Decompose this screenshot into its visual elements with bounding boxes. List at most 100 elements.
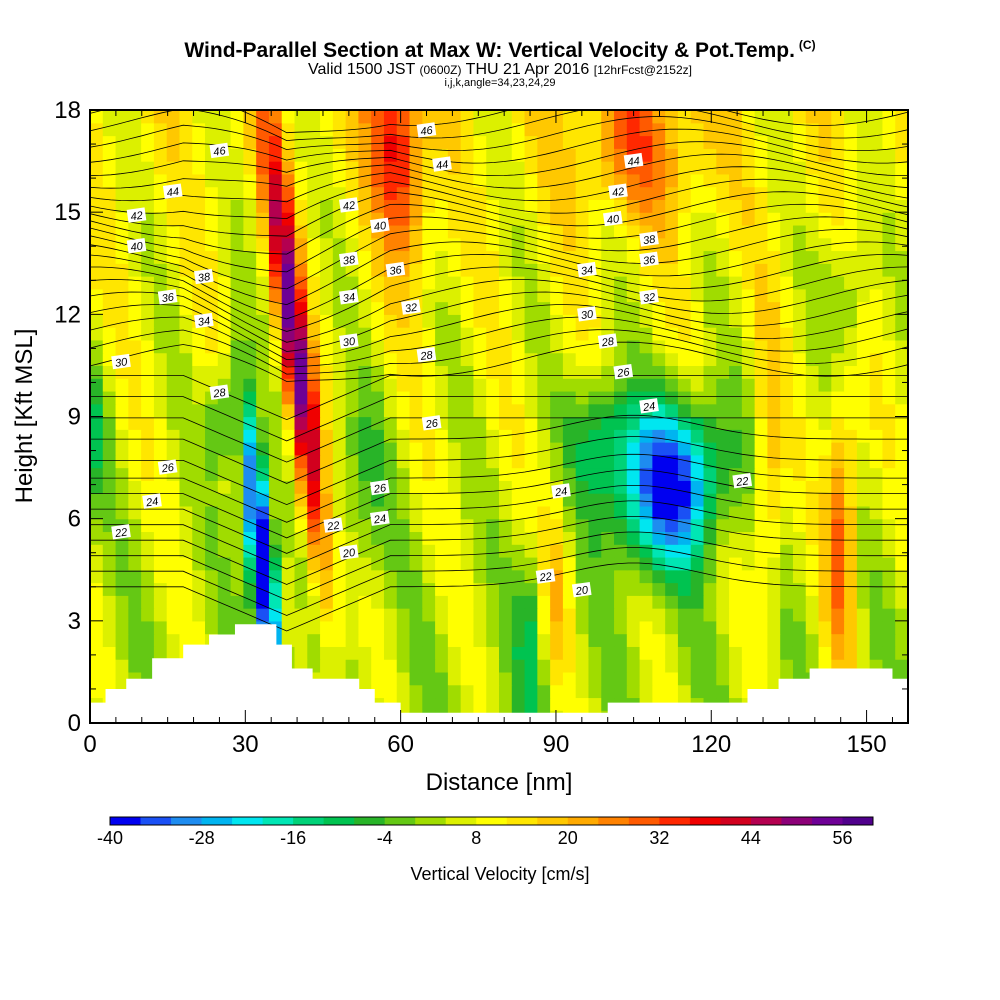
w-cell: [626, 454, 641, 469]
w-cell: [562, 339, 577, 354]
w-cell: [179, 416, 193, 430]
w-cell: [345, 608, 360, 622]
theta-label: 46: [416, 122, 437, 138]
w-cell: [677, 518, 692, 533]
w-cell: [869, 122, 884, 137]
w-cell: [396, 148, 411, 162]
w-cell: [856, 237, 871, 252]
w-cell: [141, 429, 155, 443]
w-cell: [741, 327, 756, 341]
w-cell: [562, 161, 577, 175]
w-cell: [895, 110, 908, 124]
w-cell: [90, 416, 104, 430]
w-cell: [230, 161, 244, 175]
w-cell: [90, 161, 104, 175]
w-cell: [102, 327, 117, 341]
w-cell: [320, 480, 334, 494]
w-cell: [447, 122, 462, 137]
w-cell: [524, 212, 538, 226]
w-cell: [780, 224, 794, 239]
w-cell: [652, 135, 666, 149]
w-cell: [499, 365, 513, 379]
w-cell: [332, 276, 347, 290]
theta-label-box: [432, 156, 452, 172]
w-cell: [511, 327, 526, 341]
w-cell: [856, 301, 871, 315]
w-cell: [371, 161, 385, 175]
w-cell: [856, 480, 871, 494]
w-cell: [524, 365, 538, 379]
w-cell: [281, 263, 296, 277]
w-cell: [307, 390, 321, 405]
w-cell: [792, 505, 807, 520]
w-cell: [537, 531, 551, 545]
w-cell: [383, 390, 398, 405]
w-cell: [780, 646, 794, 660]
w-cell: [856, 122, 871, 137]
subtitle-utc: (0600Z): [419, 63, 462, 77]
w-cell: [115, 237, 129, 252]
w-cell: [767, 288, 781, 303]
w-cell: [230, 276, 244, 290]
w-cell: [716, 608, 730, 622]
w-cell: [460, 250, 475, 264]
w-cell: [805, 148, 820, 162]
theta-label-text: 24: [144, 496, 159, 510]
w-cell: [895, 403, 908, 418]
w-cell: [703, 467, 717, 481]
w-cell: [729, 110, 743, 124]
w-cell: [511, 659, 526, 673]
w-cell: [639, 544, 653, 558]
theta-label: 34: [194, 312, 214, 329]
w-cell: [537, 544, 551, 558]
w-cell: [256, 224, 270, 239]
w-cell: [435, 199, 449, 213]
w-cell: [141, 339, 155, 354]
w-cell: [575, 671, 590, 686]
w-cell: [524, 263, 538, 277]
w-cell: [268, 352, 283, 367]
w-cell: [690, 416, 705, 430]
w-cell: [754, 339, 769, 354]
w-cell: [435, 263, 449, 277]
w-cell: [422, 493, 436, 507]
w-cell: [511, 518, 526, 533]
w-cell: [320, 429, 334, 443]
colorbar-swatch: [354, 817, 386, 825]
w-cell: [128, 365, 142, 379]
w-cell: [90, 276, 104, 290]
w-cell: [205, 339, 219, 354]
theta-isoline: [90, 279, 908, 343]
w-cell: [754, 212, 769, 226]
w-cell: [677, 212, 692, 226]
w-cell: [345, 212, 360, 226]
w-cell: [268, 250, 283, 264]
w-cell: [665, 212, 679, 226]
w-cell: [690, 480, 705, 494]
w-cell: [383, 620, 398, 635]
w-cell: [882, 646, 896, 660]
w-cell: [307, 480, 321, 494]
w-cell: [588, 467, 602, 481]
theta-isoline: [90, 417, 908, 463]
theta-isoline: [90, 562, 908, 632]
w-cell: [562, 697, 577, 711]
chart-title: Wind-Parallel Section at Max W: Vertical…: [0, 38, 1000, 63]
w-cell: [153, 224, 168, 239]
w-cell: [294, 454, 308, 469]
w-cell: [588, 429, 602, 443]
w-cell: [537, 659, 551, 673]
w-cell: [665, 493, 679, 507]
w-cell: [383, 582, 398, 596]
w-cell: [473, 493, 487, 507]
w-cell: [754, 224, 769, 239]
w-cell: [115, 544, 129, 558]
y-tick-label: 3: [68, 608, 81, 635]
w-cell: [626, 110, 641, 124]
w-cell: [90, 288, 104, 303]
w-cell: [550, 148, 564, 162]
w-cell: [639, 480, 653, 494]
w-cell: [128, 122, 142, 137]
w-cell: [371, 135, 385, 149]
w-cell: [831, 480, 845, 494]
